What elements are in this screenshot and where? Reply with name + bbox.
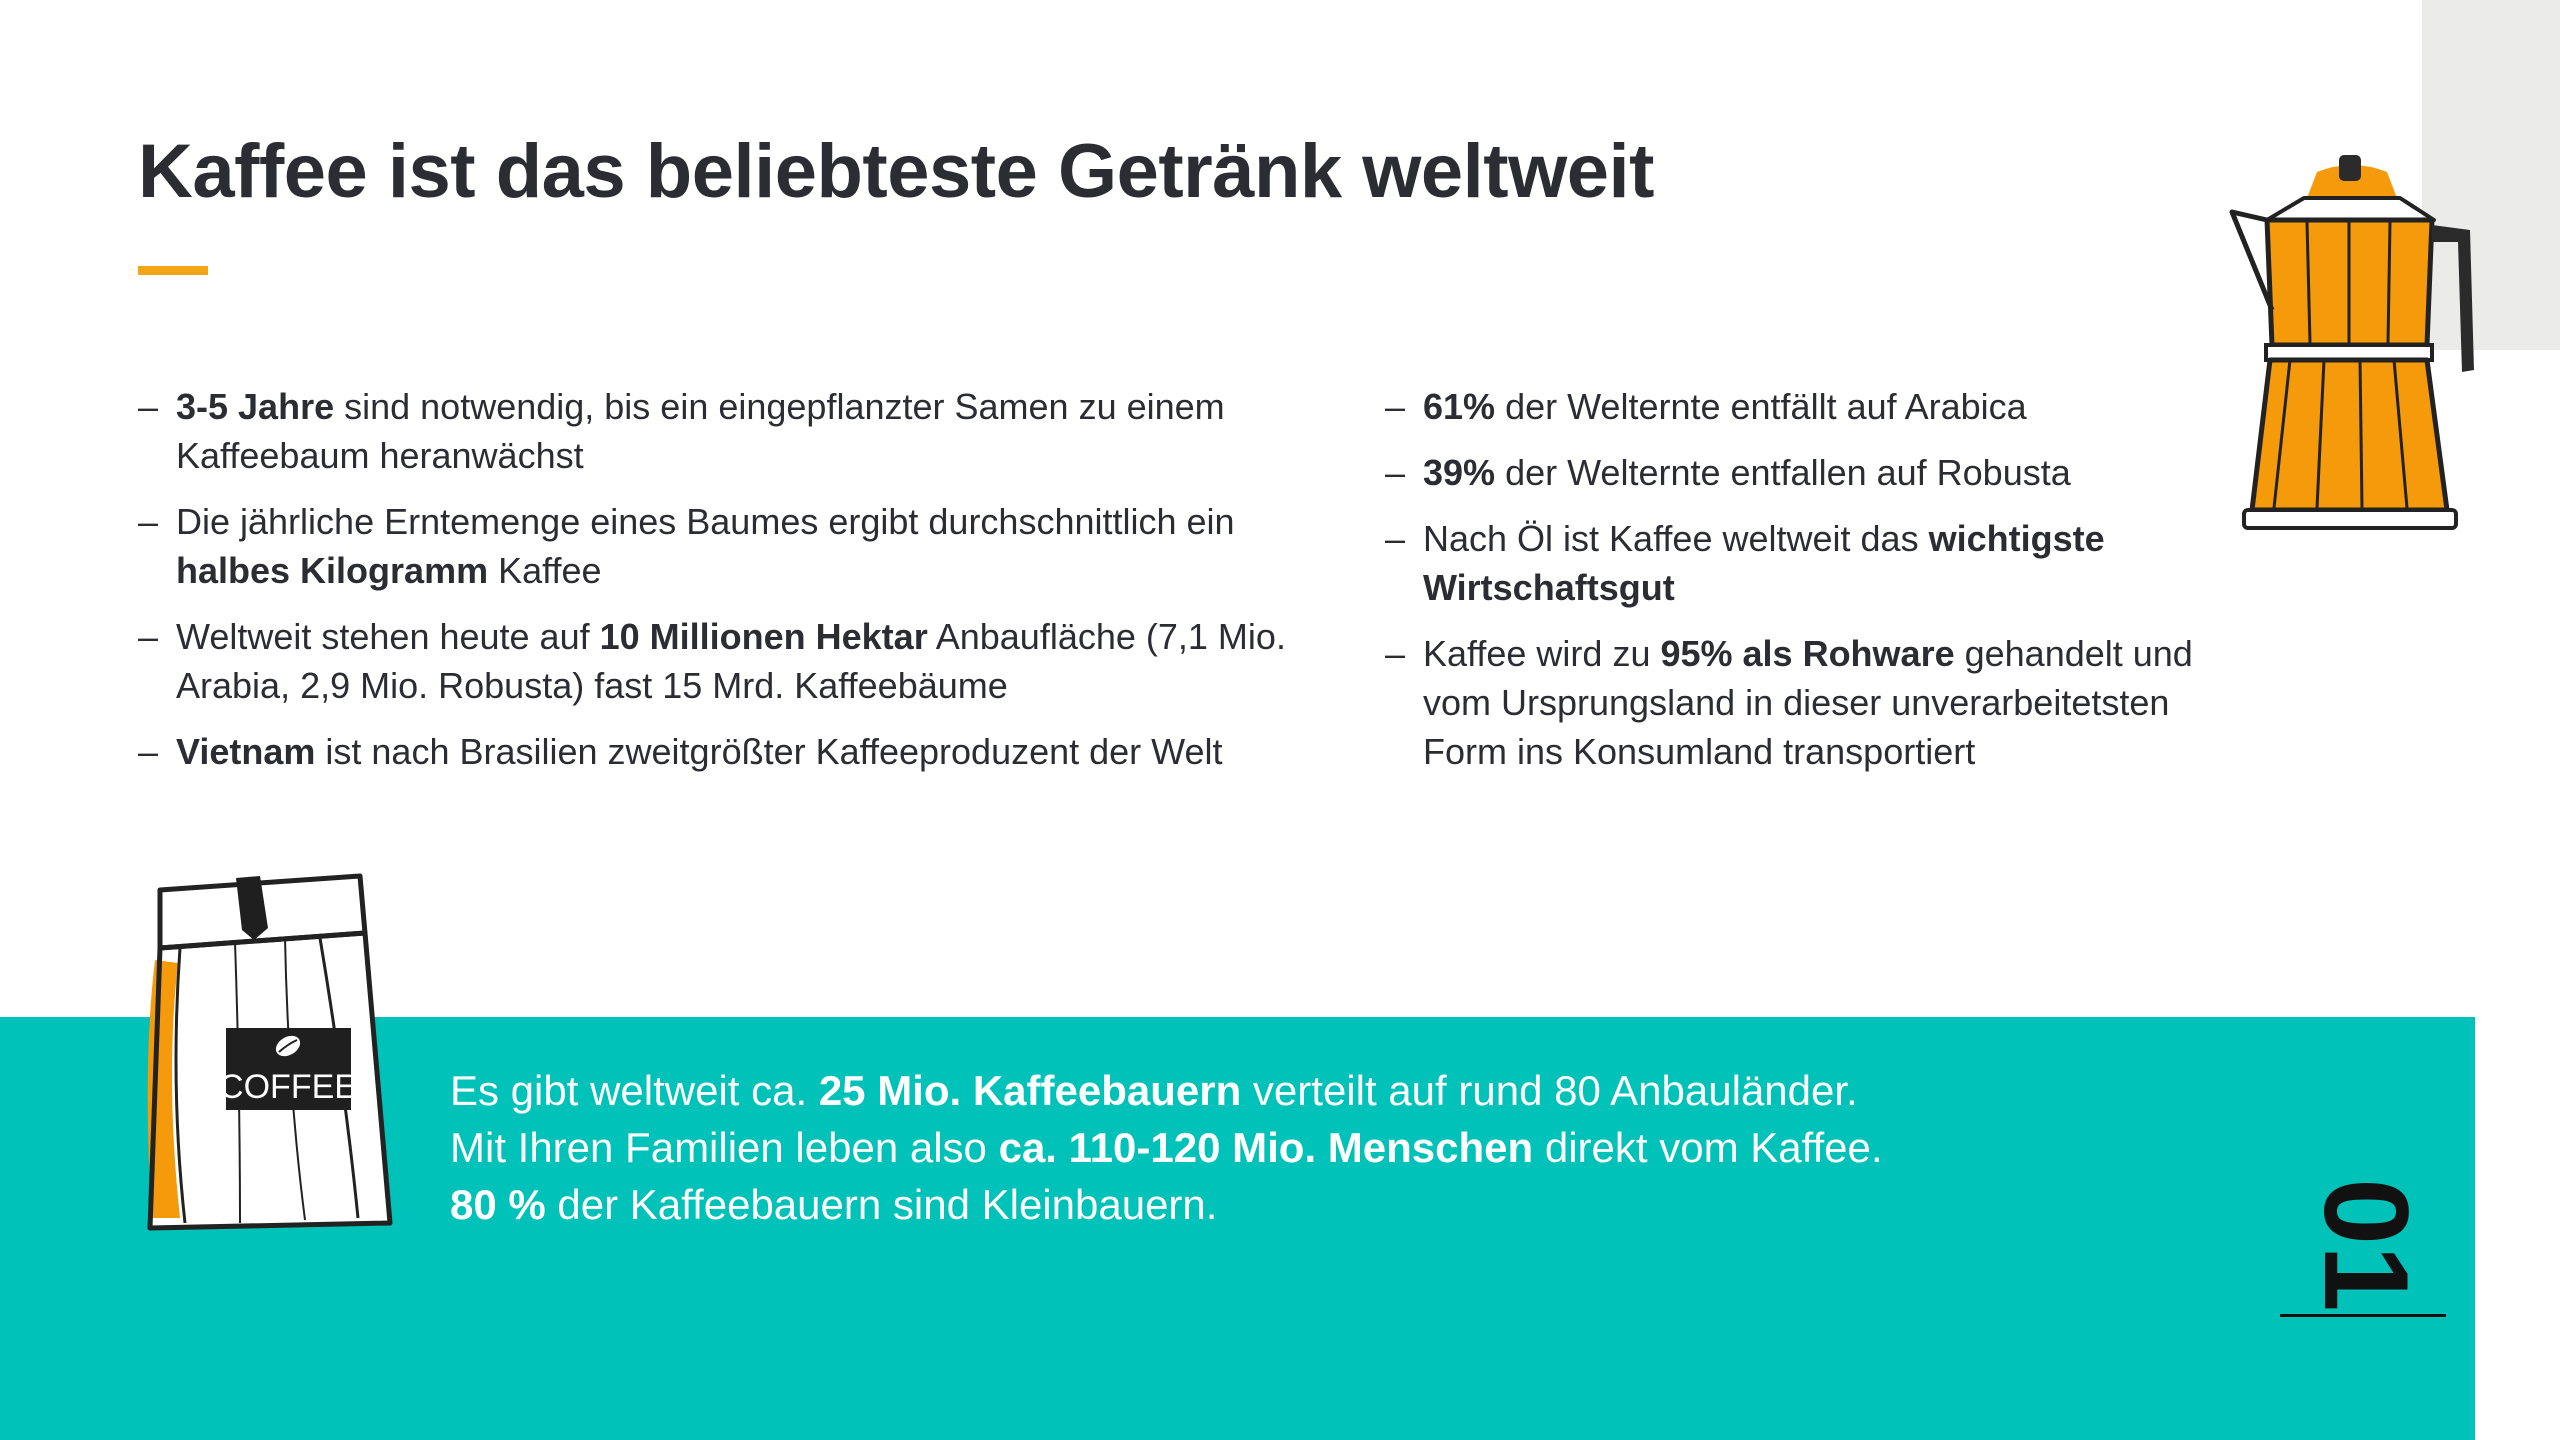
fact-line: Mit Ihren Familien leben also ca. 110-12… <box>450 1124 1883 1171</box>
facts-band <box>0 1017 2475 1440</box>
corner-gray-block <box>2422 0 2560 350</box>
bag-label: COFFEE <box>219 1068 357 1106</box>
right-margin-strip <box>2475 350 2560 1440</box>
list-item: Kaffee wird zu 95% als Rohware gehandelt… <box>1385 629 2245 776</box>
left-bullet-list: 3-5 Jahre sind notwendig, bis ein eingep… <box>138 382 1318 793</box>
right-bullet-list: 61% der Welternte entfällt auf Arabica 3… <box>1385 382 2245 793</box>
list-item: Vietnam ist nach Brasilien zweitgrößter … <box>138 727 1318 776</box>
list-item: 61% der Welternte entfällt auf Arabica <box>1385 382 2245 431</box>
list-item: Die jährliche Erntemenge eines Baumes er… <box>138 497 1318 595</box>
moka-pot-icon <box>2229 155 2474 530</box>
coffee-bag-icon: COFFEE <box>147 873 393 1231</box>
page-number: 01 <box>2299 1178 2433 1312</box>
title-accent-line <box>138 266 208 275</box>
list-item: Weltweit stehen heute auf 10 Millionen H… <box>138 612 1318 710</box>
list-item: 39% der Welternte entfallen auf Robusta <box>1385 448 2245 497</box>
page-number-underline <box>2280 1314 2446 1317</box>
fact-line: Es gibt weltweit ca. 25 Mio. Kaffeebauer… <box>450 1067 1858 1114</box>
list-item: Nach Öl ist Kaffee weltweit das wichtigs… <box>1385 514 2245 612</box>
facts-text: Es gibt weltweit ca. 25 Mio. Kaffeebauer… <box>450 1062 1883 1233</box>
page-title: Kaffee ist das beliebteste Getränk weltw… <box>138 129 1654 214</box>
fact-line: 80 % der Kaffeebauern sind Kleinbauern. <box>450 1181 1218 1228</box>
list-item: 3-5 Jahre sind notwendig, bis ein eingep… <box>138 382 1318 480</box>
